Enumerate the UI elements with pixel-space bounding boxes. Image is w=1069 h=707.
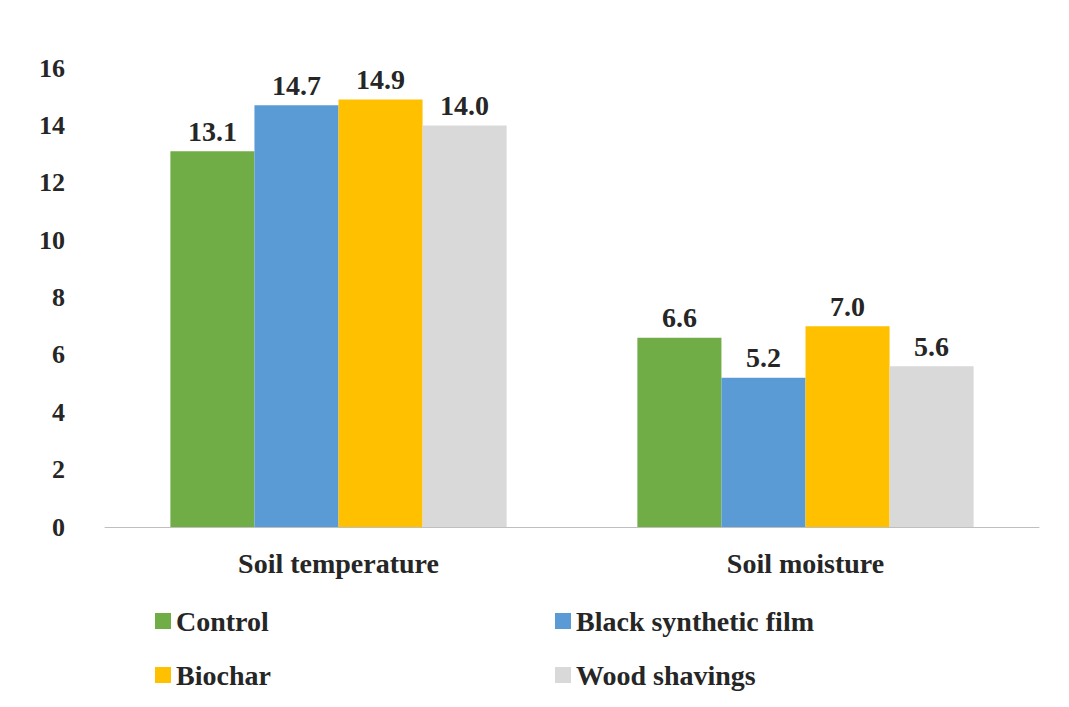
svg-text:4: 4 xyxy=(52,398,65,427)
svg-text:Biochar: Biochar xyxy=(176,660,271,691)
svg-text:2: 2 xyxy=(52,455,65,484)
svg-text:14.0: 14.0 xyxy=(440,90,489,121)
svg-text:5.2: 5.2 xyxy=(746,342,781,373)
svg-text:Wood shavings: Wood shavings xyxy=(576,660,756,691)
svg-text:Black synthetic film: Black synthetic film xyxy=(576,606,814,637)
svg-text:14.7: 14.7 xyxy=(272,70,321,101)
svg-text:12: 12 xyxy=(39,168,65,197)
svg-text:Soil temperature: Soil temperature xyxy=(238,548,439,579)
svg-text:7.0: 7.0 xyxy=(830,291,865,322)
svg-text:Soil moisture: Soil moisture xyxy=(727,548,884,579)
svg-text:5.6: 5.6 xyxy=(914,331,949,362)
svg-text:6.6: 6.6 xyxy=(662,302,697,333)
svg-text:14: 14 xyxy=(39,111,65,140)
svg-text:6: 6 xyxy=(52,340,65,369)
svg-text:8: 8 xyxy=(52,283,65,312)
svg-text:14.9: 14.9 xyxy=(356,64,405,95)
svg-text:Control: Control xyxy=(176,606,269,637)
svg-text:16: 16 xyxy=(39,54,65,83)
svg-text:10: 10 xyxy=(39,226,65,255)
svg-text:0: 0 xyxy=(52,513,65,542)
svg-text:13.1: 13.1 xyxy=(188,116,237,147)
